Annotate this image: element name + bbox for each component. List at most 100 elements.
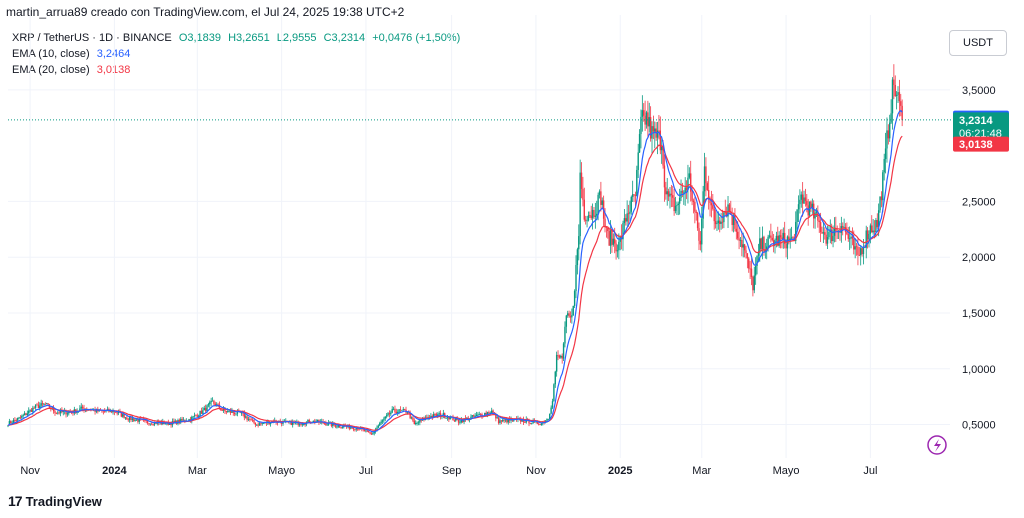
candle xyxy=(777,226,779,247)
candle-body xyxy=(634,195,637,196)
candle xyxy=(413,418,416,425)
candle-body xyxy=(196,415,199,417)
candle-body xyxy=(843,226,845,228)
candle xyxy=(764,242,767,259)
candle xyxy=(488,410,490,415)
legend-ema20-row[interactable]: EMA (20, close) 3,0138 xyxy=(12,62,464,78)
candle xyxy=(699,231,702,251)
candle xyxy=(692,198,695,214)
candle-body xyxy=(612,238,615,245)
footer-brand[interactable]: 17 TradingView xyxy=(8,493,102,509)
candle-body xyxy=(488,412,490,414)
candle-body xyxy=(30,409,33,412)
candle-body xyxy=(232,411,234,413)
candle-body xyxy=(714,221,717,225)
candle-body xyxy=(180,419,182,423)
y-tick-label: 2,5000 xyxy=(962,196,996,208)
candle xyxy=(569,311,572,323)
candle-body xyxy=(615,243,617,252)
ohlc-close: C3,2314 xyxy=(323,32,366,44)
symbol-label: XRP / TetherUS · 1D · BINANCE xyxy=(12,32,172,44)
currency-button[interactable]: USDT xyxy=(949,30,1007,56)
candle xyxy=(564,321,566,348)
replay-icon[interactable] xyxy=(927,435,947,455)
candle-body xyxy=(746,253,749,259)
candle-body xyxy=(694,202,696,212)
candle xyxy=(890,99,892,124)
candle-body xyxy=(438,413,440,415)
candle-body xyxy=(251,419,254,421)
candle xyxy=(782,227,785,249)
candle-body xyxy=(70,412,73,414)
candle xyxy=(663,154,666,202)
legend-symbol-row[interactable]: XRP / TetherUS · 1D · BINANCE O3,1839 H3… xyxy=(12,30,464,46)
candle-body xyxy=(399,409,402,411)
candle xyxy=(731,207,733,232)
candle-body xyxy=(753,275,755,291)
candle xyxy=(207,402,210,408)
candle-body xyxy=(691,191,693,201)
candle-body xyxy=(47,403,49,405)
candle-body xyxy=(34,404,37,408)
candle-body xyxy=(12,419,15,423)
candle-body xyxy=(26,413,29,415)
candle-body xyxy=(553,384,555,402)
candle xyxy=(627,204,630,227)
candle-body xyxy=(735,228,738,232)
candle xyxy=(810,200,812,212)
candle xyxy=(12,418,15,424)
candle xyxy=(416,421,418,426)
candle xyxy=(453,419,456,423)
candle-body xyxy=(173,421,175,422)
candle-body xyxy=(692,200,695,203)
x-tick-label: Mar xyxy=(692,465,711,477)
candle-body xyxy=(413,420,416,425)
candle-body xyxy=(645,112,648,125)
candle-body xyxy=(728,204,731,213)
candle-body xyxy=(573,291,576,306)
candle-body xyxy=(676,205,678,206)
candle xyxy=(25,412,27,416)
candle-body xyxy=(712,205,714,209)
candle-body xyxy=(522,419,525,423)
candle-body xyxy=(439,413,442,417)
candle xyxy=(568,310,570,318)
candle-body xyxy=(492,410,494,413)
candle xyxy=(138,416,140,425)
candle xyxy=(625,214,627,226)
candle-body xyxy=(495,413,497,419)
candle-body xyxy=(80,406,82,409)
candle-body xyxy=(554,371,556,385)
candle-body xyxy=(351,427,353,429)
candle-body xyxy=(506,419,508,423)
candle-body xyxy=(11,422,13,424)
candle-body xyxy=(153,422,156,425)
candle-body xyxy=(880,196,883,201)
candle-body xyxy=(649,117,652,139)
candle-body xyxy=(149,423,152,425)
legend-ema10-row[interactable]: EMA (10, close) 3,2464 xyxy=(12,46,464,62)
candle-body xyxy=(477,414,479,416)
candle xyxy=(634,191,637,207)
candle xyxy=(399,406,402,413)
candle-body xyxy=(350,427,352,429)
candle-body xyxy=(695,211,697,214)
candle xyxy=(666,177,668,206)
candle-body xyxy=(760,238,762,249)
candle-body xyxy=(575,265,577,292)
candle-body xyxy=(261,423,263,424)
candle-body xyxy=(401,409,403,411)
candle-body xyxy=(759,238,761,253)
candle xyxy=(522,416,525,426)
candle-body xyxy=(151,423,153,425)
ema10-value: 3,2464 xyxy=(96,48,131,60)
candle-body xyxy=(262,423,265,424)
candle-body xyxy=(651,126,653,139)
candle-body xyxy=(886,130,888,149)
candle xyxy=(193,412,196,418)
candle xyxy=(884,132,887,174)
candle xyxy=(742,232,744,258)
candle-body xyxy=(144,419,146,421)
candle-body xyxy=(604,218,606,227)
